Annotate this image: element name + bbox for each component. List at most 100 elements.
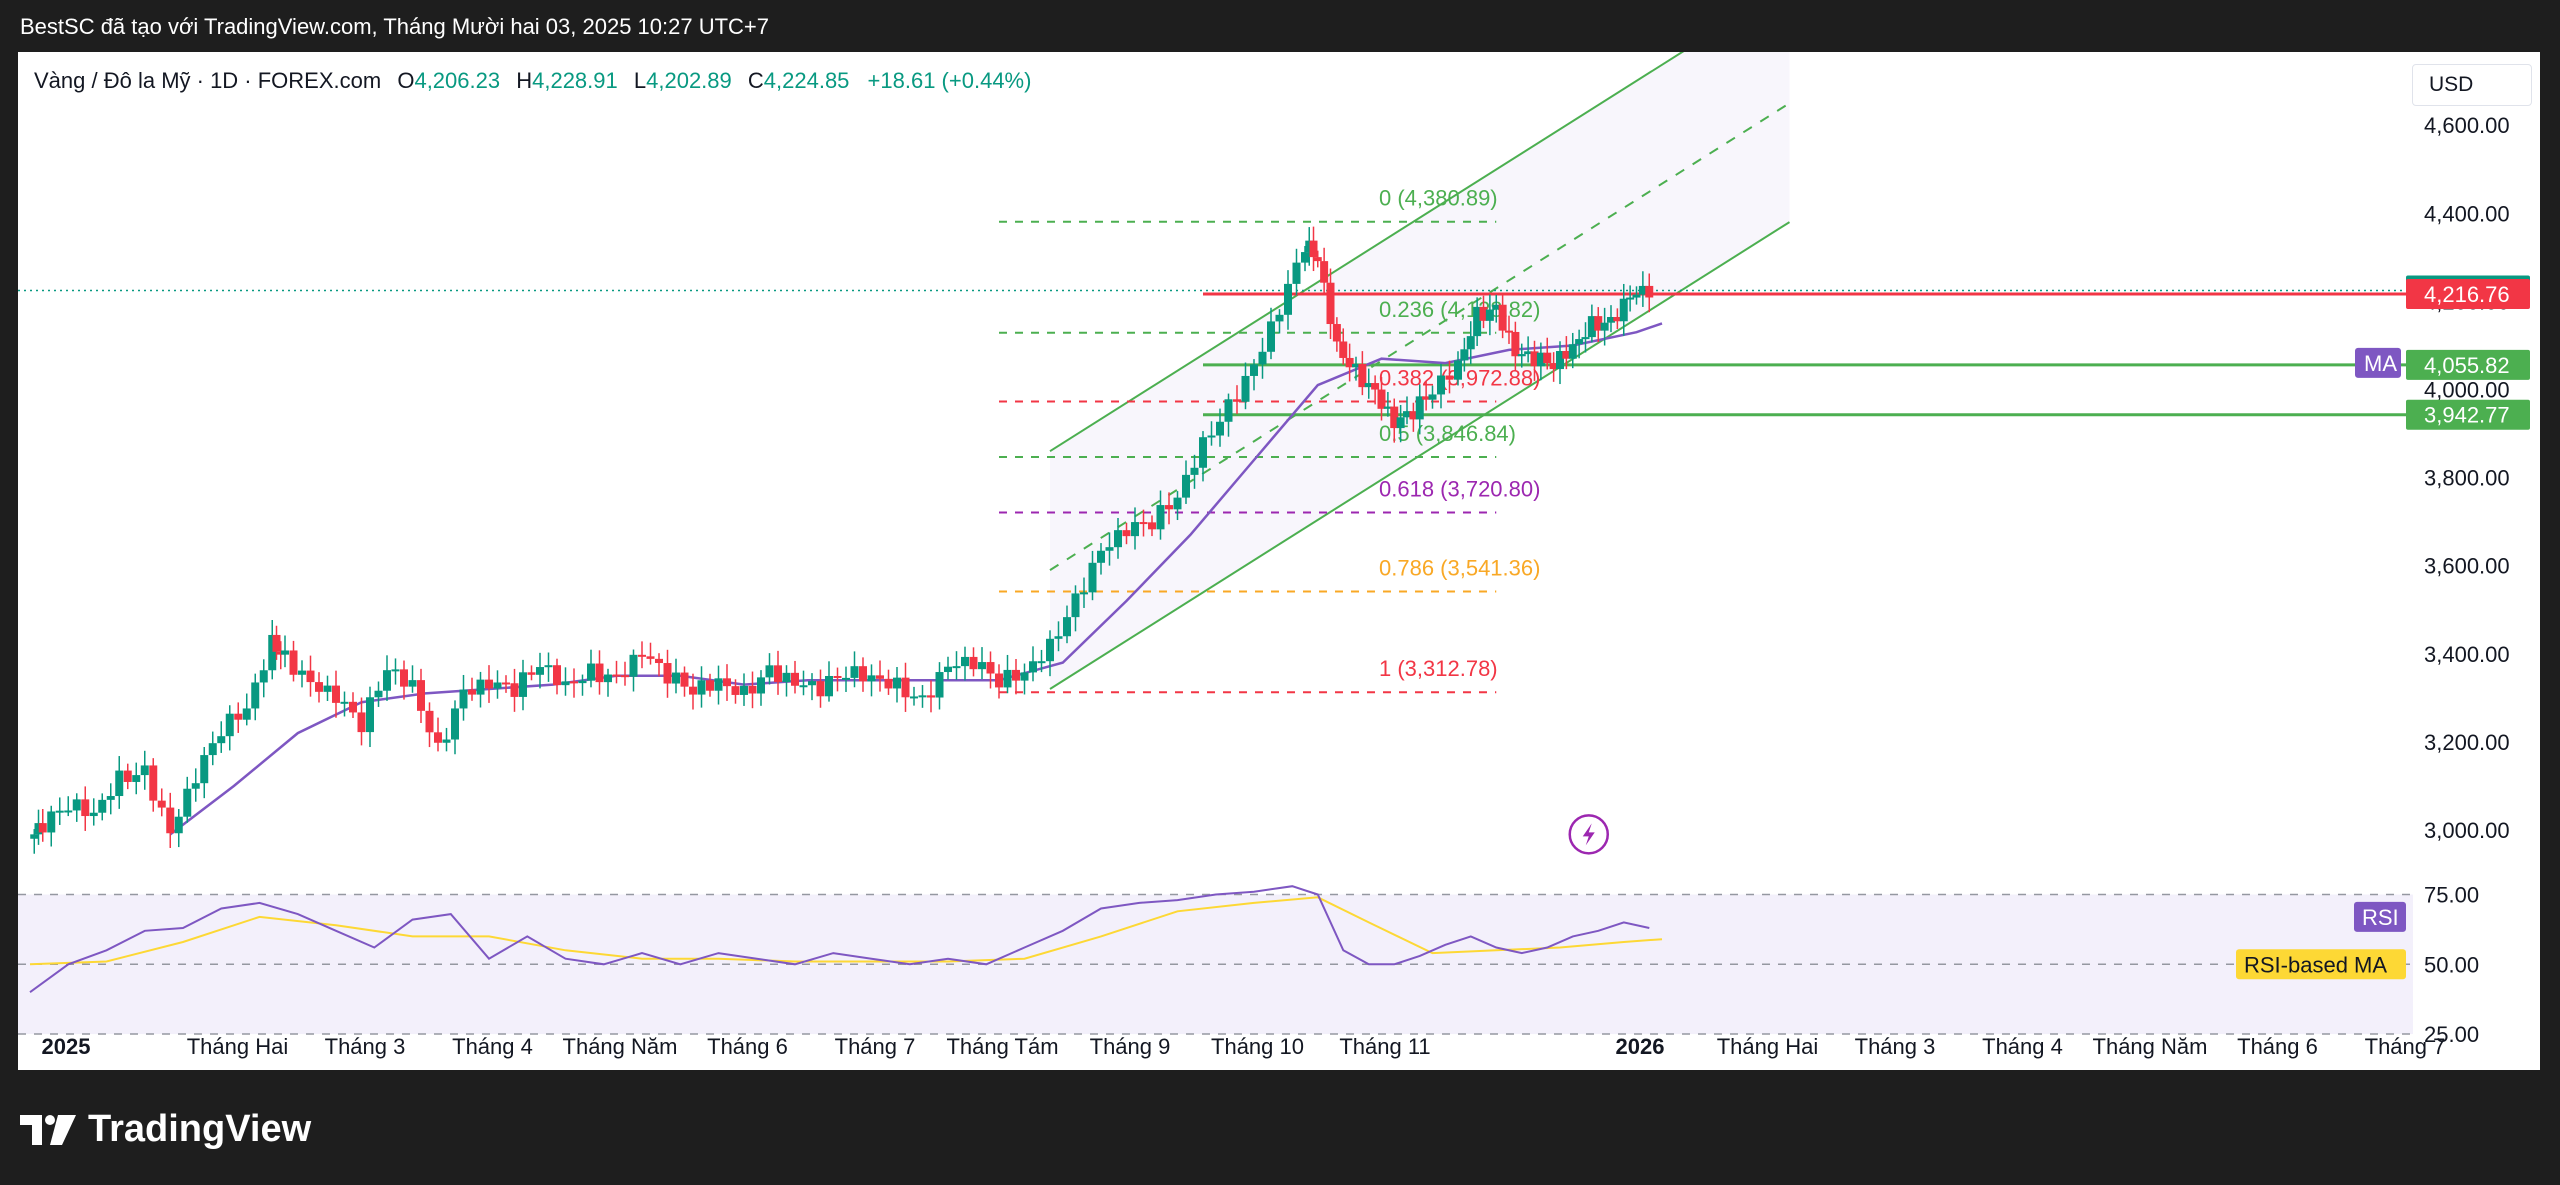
price-axis-tick: 3,600.00 [2424, 554, 2510, 579]
candle-body [1568, 344, 1577, 359]
chart-panel[interactable]: 0 (4,380.89) 0.236 (4,128.82) 0.382 (3,972… [18, 52, 2540, 1070]
time-axis-label: Tháng Năm [2093, 1034, 2208, 1059]
time-axis-label: Tháng Hai [1717, 1034, 1819, 1059]
candle-body [1173, 497, 1182, 510]
candle-body [1530, 351, 1539, 367]
candle-body [225, 713, 234, 737]
candle-body [604, 674, 612, 683]
channel-mid-line [1049, 102, 1791, 571]
price-tag [2406, 399, 2530, 430]
candle-body [833, 675, 842, 678]
candle-body [408, 680, 417, 687]
candle-body [1292, 262, 1301, 284]
time-axis-label: Tháng 7 [835, 1034, 916, 1059]
open-value: 4,206.23 [414, 68, 501, 93]
price-tag-label: 3,942.77 [2424, 403, 2510, 428]
candle-body [1284, 283, 1292, 315]
candle-body [1046, 638, 1054, 662]
candle-body [1428, 394, 1437, 400]
candle-body [1156, 505, 1165, 530]
candle-body [1258, 351, 1267, 365]
candle-body [527, 672, 536, 675]
symbol-label[interactable]: Vàng / Đô la Mỹ · 1D · FOREX.com [34, 68, 382, 93]
candle-body [1182, 474, 1190, 498]
candle-body [689, 686, 697, 695]
top-bar: BestSC đã tạo với TradingView.com, Tháng… [0, 0, 2560, 52]
candle-body [38, 823, 47, 833]
rsi-ma-tag [2236, 949, 2406, 980]
candle-body [1313, 257, 1322, 262]
candle-body [867, 675, 876, 682]
fib-level-label: 0.786 (3,541.36) [1379, 556, 1540, 581]
rsi-axis-tick: 25.00 [2424, 1022, 2479, 1047]
candle-body [1505, 330, 1513, 333]
candle-body [434, 732, 442, 743]
candle-body [315, 682, 323, 692]
rsi-tag [2354, 901, 2406, 932]
candle-body [1524, 351, 1533, 355]
high-value: 4,228.91 [532, 68, 618, 93]
candle-body [55, 810, 64, 813]
candle-body [1632, 294, 1641, 298]
candle-body [825, 675, 833, 697]
candle-body [1581, 337, 1590, 340]
candle-body [366, 697, 374, 733]
candle-body [1445, 375, 1454, 380]
candle-body [748, 685, 757, 694]
candle-body [1339, 341, 1348, 358]
time-axis-label: Tháng 4 [452, 1034, 533, 1059]
candle-body [1409, 411, 1418, 420]
rsi-axis-tick: 50.00 [2424, 952, 2479, 977]
candle-body [578, 680, 587, 684]
candle-body [782, 672, 791, 683]
candle-body [714, 678, 723, 691]
candle-body [884, 678, 893, 689]
candle-body [1466, 336, 1475, 350]
candle-body [672, 672, 680, 684]
candle-body [944, 666, 952, 673]
candle-body [281, 650, 289, 655]
candle-body [306, 670, 315, 683]
candle-body [1437, 375, 1445, 395]
candle-body [918, 695, 927, 698]
candle-body [1371, 383, 1380, 390]
candle-body [468, 689, 476, 695]
header-title: BestSC đã tạo với TradingView.com, Tháng… [20, 14, 770, 39]
candle-body [272, 634, 281, 652]
price-tag-label: 4,216.76 [2424, 282, 2510, 307]
rsi-ma-tag-label: RSI-based MA [2244, 952, 2387, 977]
chart-svg[interactable]: 0 (4,380.89)0.236 (4,128.82)0.382 (3,972… [18, 52, 2540, 1070]
candle-body [72, 799, 81, 811]
candle-body [30, 834, 39, 839]
candle-body [808, 681, 816, 686]
candle-body [1080, 592, 1088, 595]
candle-body [1320, 261, 1329, 283]
candle-body [81, 799, 90, 817]
candle-body [502, 682, 510, 685]
candle-body [969, 656, 978, 670]
candle-body [289, 650, 298, 675]
price-tag-label: 4,055.82 [2424, 353, 2510, 378]
candle-body [149, 765, 158, 801]
candle-body [595, 663, 604, 683]
candle-body [986, 662, 995, 674]
candle-body [234, 713, 243, 720]
fib-level-label: 1 (3,312.78) [1379, 656, 1498, 681]
candle-body [935, 672, 944, 698]
low-label: L [633, 68, 647, 93]
candle-body [1390, 406, 1399, 429]
candle-body [1562, 351, 1571, 359]
candle-body [723, 678, 731, 687]
candle-body [1396, 417, 1405, 429]
tradingview-logo[interactable]: TradingView [20, 1108, 311, 1151]
high-label: H [516, 68, 533, 93]
currency-button[interactable]: USD [2412, 64, 2532, 106]
ohlc-legend: Vàng / Đô la Mỹ · 1D · FOREX.com O4,206.… [34, 68, 1031, 94]
candle-body [268, 634, 277, 671]
candle-body [1594, 316, 1603, 331]
candle-body [442, 739, 451, 743]
rsi-line [29, 885, 1650, 994]
candle-body [612, 674, 621, 677]
candle-body [1029, 661, 1037, 673]
candle-body [638, 654, 646, 657]
